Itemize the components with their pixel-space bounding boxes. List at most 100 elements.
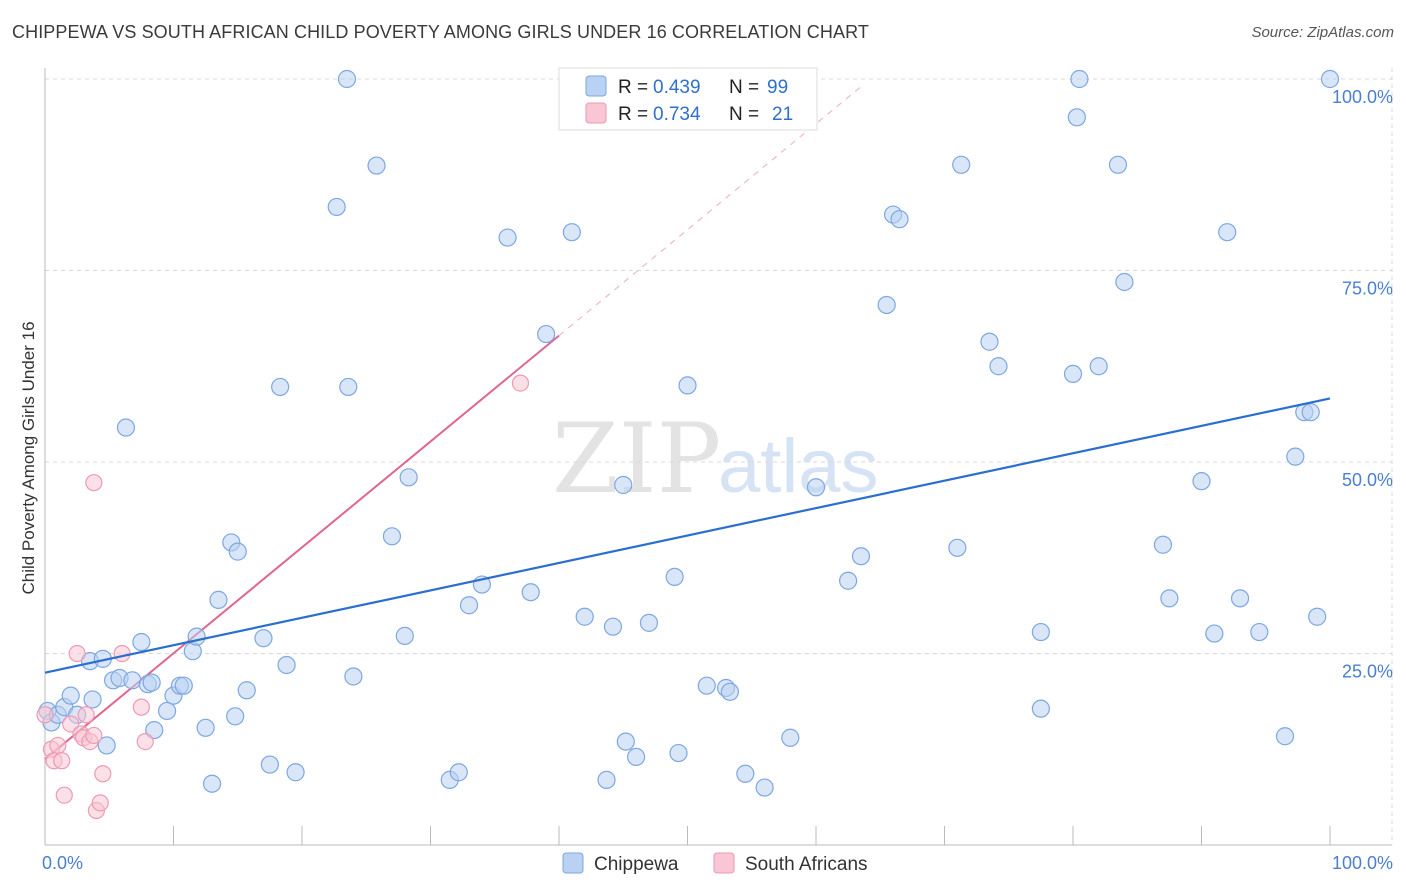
chippewa-point-87 [1160,589,1179,608]
chippewa-point-48 [498,228,517,247]
chippewa-point-67 [781,728,800,747]
legend-n-label-2: N = [729,104,759,125]
chippewa-point-59 [665,567,684,587]
chippewa-point-54 [603,617,623,636]
chippewa-point-85 [1115,272,1134,292]
chippewa-point-76 [980,332,999,351]
chippewa-point-43 [399,468,418,487]
south-africans-trend-line [44,334,560,760]
south-africans-point-12 [85,726,103,745]
chippewa-point-64 [720,682,740,701]
bottom-legend-south-africans: South Africans [745,854,868,875]
chippewa-point-66 [755,778,774,797]
chippewa-point-80 [1063,364,1083,384]
south-africans-point-20 [85,474,103,492]
chippewa-point-79 [1031,699,1050,718]
chippewa-point-28 [226,707,245,726]
chippewa-point-84 [1108,155,1128,174]
chippewa-point-18 [157,701,177,721]
chippewa-point-88 [1192,472,1211,491]
chippewa-point-70 [851,547,871,566]
chippewa-point-35 [286,763,305,782]
chippewa-point-40 [367,156,386,175]
source-label: Source: ZipAtlas.com [1251,24,1394,41]
bottom-legend-swatch-south-africans [713,852,735,874]
chippewa-point-29 [228,542,247,561]
south-africans-point-5 [55,786,73,804]
chippewa-point-16 [142,673,161,692]
south-africans-point-4 [53,752,71,770]
chippewa-point-81 [1067,108,1086,127]
chippewa-point-58 [639,613,659,632]
chippewa-point-61 [678,376,697,395]
chippewa-point-65 [736,764,755,783]
chippewa-point-31 [254,629,273,648]
chippewa-point-68 [806,478,826,497]
south-africans-point-16 [113,644,131,663]
chippewa-point-56 [616,732,635,751]
chippewa-point-55 [614,475,633,495]
south-africans-point-15 [94,765,112,783]
chart-title: CHIPPEWA VS SOUTH AFRICAN CHILD POVERTY … [12,22,869,42]
chippewa-point-89 [1205,624,1224,643]
chippewa-point-33 [271,377,290,397]
y-tick-label-0: 100.0% [1332,87,1393,107]
chippewa-point-96 [1301,403,1320,422]
south-africans-point-14 [91,794,109,812]
chippewa-point-37 [337,69,357,89]
chippewa-point-91 [1230,589,1250,608]
legend-swatch-south-africans [585,102,607,124]
chippewa-point-7 [83,690,102,709]
chippewa-point-26 [209,590,228,609]
chippewa-point-25 [202,774,222,793]
chippewa-point-41 [382,527,402,546]
chippewa-point-4 [61,686,80,705]
legend-r-label-2: R = [618,104,648,125]
chippewa-point-14 [132,632,151,652]
chippewa-point-86 [1153,535,1173,554]
chippewa-point-39 [344,667,363,686]
bottom-legend-swatch-chippewa [562,852,584,874]
chippewa-point-94 [1286,447,1305,466]
chippewa-point-45 [449,763,468,782]
chippewa-point-49 [521,583,540,602]
legend-n-value-2: 21 [772,104,793,125]
chippewa-point-12 [116,418,136,437]
south-africans-point-0 [36,706,54,724]
chippewa-point-77 [989,357,1008,376]
x-tick-label-left: 0.0% [42,853,83,873]
chippewa-point-82 [1070,69,1089,89]
chippewa-point-90 [1218,223,1237,242]
legend-r-label-1: R = [618,77,648,98]
chippewa-point-50 [537,324,556,344]
bottom-legend-chippewa: Chippewa [594,854,679,875]
chippewa-point-78 [1031,622,1050,642]
chippewa-point-60 [669,743,688,763]
south-africans-point-19 [511,374,530,392]
bottom-legend: Chippewa South Africans [562,852,868,875]
watermark-zip: ZIP [552,403,721,515]
y-axis-label: Child Poverty Among Girls Under 16 [19,321,38,594]
y-tick-label-1: 75.0% [1342,279,1393,299]
chippewa-point-30 [237,681,256,700]
chippewa-point-52 [575,607,594,626]
chippewa-point-69 [839,571,858,590]
chippewa-point-98 [1308,607,1327,626]
chippewa-point-32 [260,755,279,774]
chippewa-point-71 [877,295,896,315]
chippewa-point-17 [145,720,164,740]
chippewa-point-53 [597,770,616,789]
south-africans-point-18 [136,732,154,751]
x-tick-label-right: 100.0% [1332,853,1393,873]
chippewa-point-57 [626,747,646,767]
y-tick-label-2: 50.0% [1342,470,1393,490]
chippewa-point-13 [123,671,142,690]
chippewa-point-97 [1320,69,1340,89]
chippewa-point-9 [97,736,116,755]
chippewa-point-42 [395,626,414,645]
chippewa-point-36 [327,197,346,217]
chippewa-point-24 [196,718,215,737]
south-africans-point-7 [68,644,86,663]
chippewa-point-92 [1250,622,1269,642]
